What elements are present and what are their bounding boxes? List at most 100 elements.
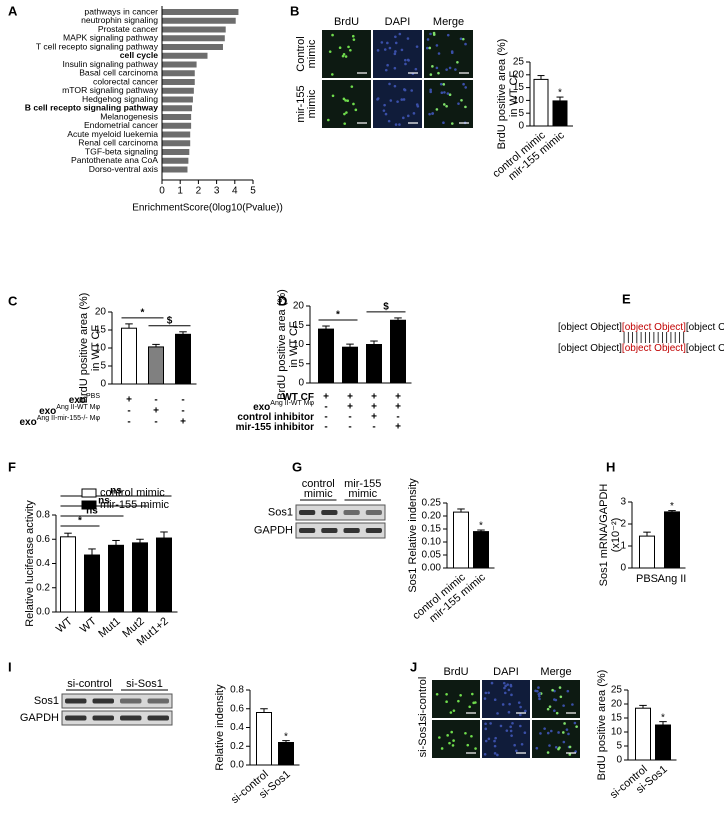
category-label: cell cycle	[120, 50, 158, 60]
cell-dot	[466, 743, 470, 747]
group-label: si-control	[67, 678, 112, 690]
panel-letter: J	[410, 659, 417, 674]
y-axis-label: BrdU positive area (%)	[276, 289, 288, 400]
bar	[278, 742, 294, 766]
condition-sign: +	[347, 392, 353, 403]
blot-band	[299, 510, 316, 515]
blot-band	[120, 698, 142, 704]
cell-dot	[493, 744, 497, 748]
cell-dot	[484, 722, 487, 726]
cell-dot	[382, 109, 386, 112]
x-tick-label: 1	[177, 186, 183, 197]
cell-dot	[415, 103, 419, 106]
condition-sign: +	[323, 392, 329, 403]
bar	[162, 166, 188, 173]
y-axis-label: Relative indensity	[214, 684, 226, 771]
significance: *	[284, 731, 288, 742]
cell-dot	[376, 98, 379, 101]
cell-dot	[543, 727, 546, 730]
x-tick-label: 0	[159, 186, 165, 197]
y-tick-label: 15	[95, 325, 107, 336]
cell-dot	[506, 683, 509, 686]
significance: $	[383, 302, 389, 313]
cell-dot	[509, 725, 512, 729]
panel-letter: H	[606, 459, 615, 474]
bar	[256, 712, 272, 766]
bar	[655, 724, 671, 761]
bar	[162, 105, 193, 112]
cell-dot	[384, 112, 388, 116]
y-tick-label: 0.2	[230, 741, 244, 752]
cell-dot	[509, 683, 513, 687]
micrograph	[322, 80, 371, 128]
row-label: si-Sos1	[417, 721, 429, 758]
cell-dot	[557, 747, 560, 751]
condition-sign: +	[395, 402, 401, 413]
cell-dot	[524, 709, 527, 713]
cell-dot	[341, 54, 345, 58]
y-tick-label: 0.6	[230, 703, 244, 714]
bar	[635, 707, 651, 761]
cell-dot	[440, 747, 444, 750]
category-label: B cell recepto signaling pathway	[25, 103, 158, 113]
cell-dot	[537, 686, 540, 689]
cell-dot	[509, 729, 513, 733]
column-header: DAPI	[493, 666, 519, 678]
blot-band	[65, 715, 87, 721]
cell-dot	[464, 42, 467, 46]
condition-sign: -	[127, 406, 130, 417]
cell-dot	[331, 73, 334, 76]
condition-sign: +	[371, 392, 377, 403]
panel-letter: G	[292, 459, 302, 474]
panel-letter: B	[290, 3, 299, 18]
cell-dot	[351, 34, 355, 38]
cell-dot	[460, 99, 463, 102]
blot-band	[92, 698, 114, 704]
condition-sign: -	[324, 422, 327, 433]
cell-dot	[412, 112, 416, 115]
bar	[162, 61, 197, 68]
bar	[162, 114, 192, 120]
cell-dot	[510, 693, 513, 697]
blot-band	[365, 510, 382, 515]
column-header: DAPI	[385, 16, 411, 28]
bar	[162, 52, 208, 59]
cell-dot	[551, 688, 554, 692]
cell-dot	[474, 701, 477, 704]
y-tick-label: 15	[513, 82, 525, 93]
cell-dot	[553, 709, 556, 713]
cell-dot	[558, 686, 562, 689]
group-label: mimic	[304, 488, 333, 500]
cell-dot	[449, 711, 453, 714]
panel-letter: I	[8, 659, 12, 674]
y-axis-label: (x10⁻²)	[610, 518, 622, 553]
group-label: si-Sos1	[126, 678, 163, 690]
y-tick-label: 25	[611, 685, 623, 696]
condition-sign: -	[324, 412, 327, 423]
blot-strip	[61, 710, 173, 726]
group-label: control	[302, 478, 335, 490]
cell-dot	[503, 686, 506, 690]
cell-dot	[446, 92, 450, 95]
bar	[132, 542, 148, 613]
y-tick-label: 0.4	[230, 722, 244, 733]
condition-label: WT CF	[282, 392, 314, 403]
cell-dot	[484, 727, 488, 731]
x-tick-label: 5	[250, 186, 256, 197]
bar	[162, 122, 192, 129]
bar	[60, 536, 76, 613]
cell-dot	[437, 52, 441, 55]
row-label: mimic	[306, 39, 318, 68]
significance: *	[336, 310, 340, 321]
cell-dot	[394, 35, 397, 39]
y-tick-label: 20	[611, 699, 623, 710]
y-tick-label: 0.8	[36, 510, 50, 521]
bar	[318, 328, 334, 384]
cell-dot	[450, 730, 453, 734]
cell-dot	[396, 100, 399, 103]
y-tick-label: 15	[293, 320, 305, 331]
sequence-line: [object Object][object Object][object Ob…	[558, 343, 724, 354]
cell-dot	[567, 732, 570, 736]
significance: *	[78, 516, 82, 527]
category-label: Melanogenesis	[100, 111, 158, 121]
